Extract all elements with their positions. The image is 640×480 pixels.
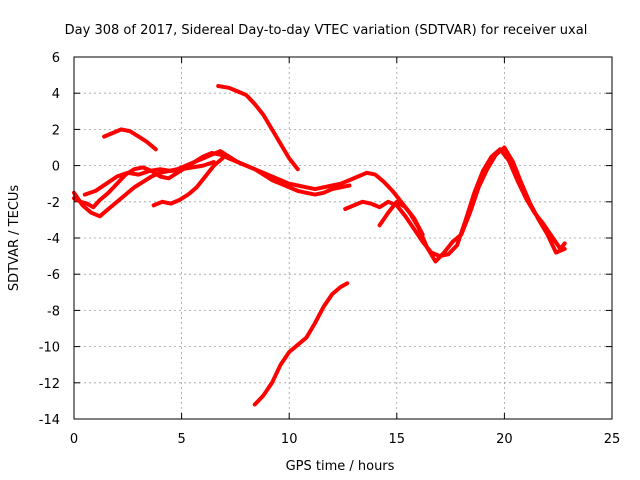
x-tick-label: 10 bbox=[281, 432, 298, 447]
x-tick-label: 15 bbox=[389, 432, 406, 447]
y-tick-label: 6 bbox=[52, 51, 60, 66]
y-axis-label: SDTVAR / TECUs bbox=[7, 185, 22, 292]
y-tick-label: -14 bbox=[39, 413, 60, 428]
y-tick-label: 0 bbox=[52, 160, 60, 175]
y-tick-label: -10 bbox=[39, 341, 60, 356]
series-arc-9 bbox=[356, 145, 567, 264]
x-tick-label: 20 bbox=[496, 432, 513, 447]
y-tick-label: 4 bbox=[52, 87, 60, 102]
series-arc-1 bbox=[72, 150, 361, 210]
axis-ticks: 0 5 10 15 20 25 -14 -12 -10 -8 -6 -4 -2 0 2 4 6 bbox=[39, 51, 621, 447]
series-arc-5 bbox=[151, 156, 225, 208]
y-tick-label: -12 bbox=[39, 377, 60, 392]
plot-frame bbox=[73, 56, 613, 420]
series-arc-6 bbox=[216, 84, 300, 172]
y-tick-label: -6 bbox=[47, 268, 60, 283]
x-tick-label: 25 bbox=[604, 432, 621, 447]
grid bbox=[74, 57, 612, 419]
x-axis-label: GPS time / hours bbox=[286, 459, 395, 474]
series-arc-4 bbox=[102, 127, 158, 152]
series-arc-10 bbox=[377, 199, 425, 237]
series-arc-7 bbox=[252, 281, 350, 407]
chart-title: Day 308 of 2017, Sidereal Day-to-day VTE… bbox=[65, 23, 588, 38]
y-tick-label: -4 bbox=[47, 232, 60, 247]
series-arc-2 bbox=[72, 149, 352, 219]
y-tick-label: 2 bbox=[52, 123, 60, 138]
y-tick-label: -8 bbox=[47, 304, 60, 319]
data-series bbox=[72, 84, 567, 407]
x-tick-label: 0 bbox=[70, 432, 78, 447]
series-arc-3 bbox=[82, 160, 216, 197]
x-tick-label: 5 bbox=[177, 432, 185, 447]
y-tick-label: -2 bbox=[47, 196, 60, 211]
